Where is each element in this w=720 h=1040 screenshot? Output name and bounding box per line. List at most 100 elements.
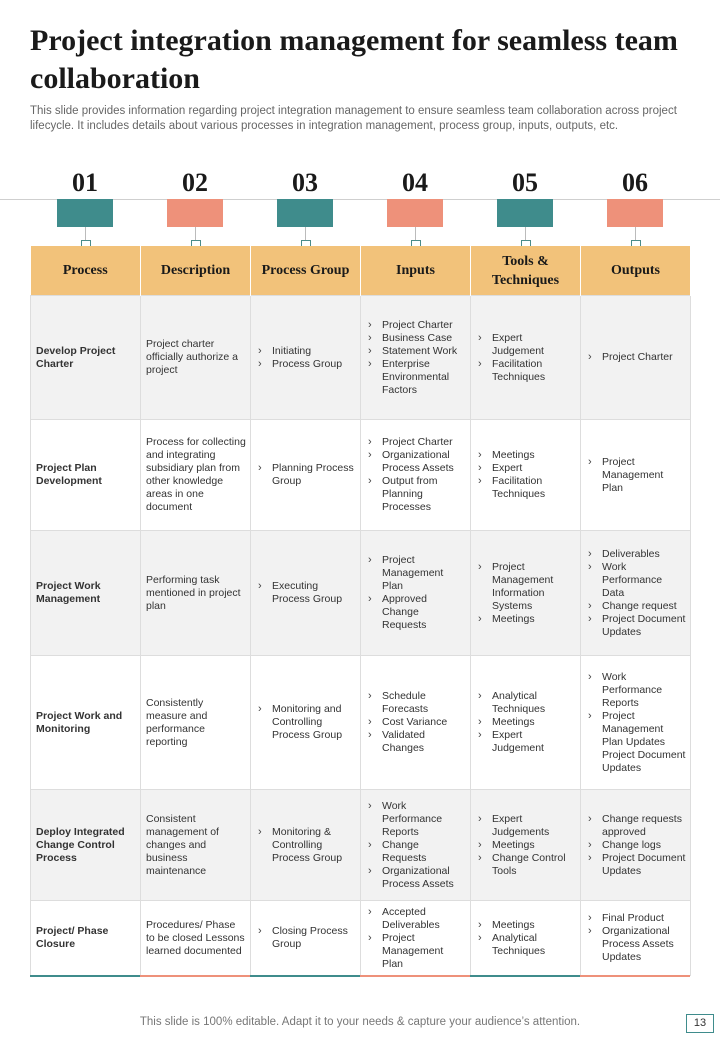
- list-item: Organizational Process Assets Updates: [586, 925, 686, 964]
- tools-list: MeetingsAnalytical Techniques: [476, 919, 576, 958]
- timeline-rule: [553, 199, 607, 200]
- list-item: Facilitation Techniques: [476, 475, 576, 501]
- list-item: Project Management Plan: [366, 932, 466, 971]
- process-group-list: Monitoring & Controlling Process Group: [256, 826, 356, 865]
- tools-cell: Project Management Information SystemsMe…: [470, 530, 581, 656]
- tools-list: Expert JudgementsMeetingsChange Control …: [476, 813, 576, 878]
- tools-cell: Expert JudgementsMeetingsChange Control …: [470, 789, 581, 901]
- process-group-cell: Monitoring & Controlling Process Group: [250, 789, 361, 901]
- inputs-list: Project CharterOrganizational Process As…: [366, 436, 466, 514]
- bottom-accent-segment: [470, 975, 580, 977]
- page-title: Project integration management for seaml…: [30, 24, 678, 95]
- list-item: Analytical Techniques: [476, 932, 576, 958]
- header-inputs: Inputs: [360, 246, 471, 296]
- tools-list: MeetingsExpertFacilitation Techniques: [476, 449, 576, 501]
- outputs-list: Project Management Plan: [586, 456, 686, 495]
- tools-list: Expert JudgementFacilitation Techniques: [476, 332, 576, 384]
- header-tools-techniques: Tools & Techniques: [470, 246, 581, 296]
- list-item: Planning Process Group: [256, 462, 356, 488]
- list-item: Process Group: [256, 358, 356, 371]
- list-item: Change Requests: [366, 839, 466, 865]
- list-item: Enterprise Environmental Factors: [366, 358, 466, 397]
- inputs-list: Schedule ForecastsCost VarianceValidated…: [366, 690, 466, 755]
- table-row: Project Work and Monitoring Consistently …: [30, 655, 691, 790]
- step-number: 03: [292, 168, 318, 197]
- outputs-list: Work Performance ReportsProject Manageme…: [586, 671, 686, 775]
- header-process: Process: [30, 246, 141, 296]
- list-item: Change logs: [586, 839, 686, 852]
- outputs-cell: DeliverablesWork Performance DataChange …: [580, 530, 691, 656]
- step-connector: [635, 227, 636, 241]
- list-item: Schedule Forecasts: [366, 690, 466, 716]
- list-item: Meetings: [476, 449, 576, 462]
- inputs-cell: Project CharterOrganizational Process As…: [360, 419, 471, 531]
- step-connector: [85, 227, 86, 241]
- step-block: [607, 199, 663, 227]
- tools-cell: MeetingsAnalytical Techniques: [470, 900, 581, 976]
- process-group-cell: Planning Process Group: [250, 419, 361, 531]
- step-number: 04: [402, 168, 428, 197]
- inputs-list: Project CharterBusiness CaseStatement Wo…: [366, 319, 466, 397]
- tools-list: Analytical TechniquesMeetingsExpert Judg…: [476, 690, 576, 755]
- description-cell: Performing task mentioned in project pla…: [140, 530, 251, 656]
- process-group-cell: Closing Process Group: [250, 900, 361, 976]
- footer-note: This slide is 100% editable. Adapt it to…: [139, 1016, 581, 1028]
- page-number: 13: [686, 1014, 714, 1033]
- process-group-cell: Executing Process Group: [250, 530, 361, 656]
- timeline-rule: [113, 199, 167, 200]
- process-group-cell: InitiatingProcess Group: [250, 295, 361, 420]
- process-group-list: InitiatingProcess Group: [256, 345, 356, 371]
- timeline-rule: [443, 199, 497, 200]
- step-block: [277, 199, 333, 227]
- inputs-cell: Schedule ForecastsCost VarianceValidated…: [360, 655, 471, 790]
- bottom-accent-segment: [360, 975, 470, 977]
- list-item: Initiating: [256, 345, 356, 358]
- outputs-cell: Change requests approvedChange logsProje…: [580, 789, 691, 901]
- list-item: Meetings: [476, 919, 576, 932]
- tools-cell: Analytical TechniquesMeetingsExpert Judg…: [470, 655, 581, 790]
- outputs-cell: Final ProductOrganizational Process Asse…: [580, 900, 691, 976]
- list-item: Change Control Tools: [476, 852, 576, 878]
- list-item: Deliverables: [586, 548, 686, 561]
- list-item: Project Charter: [586, 351, 686, 364]
- tools-cell: MeetingsExpertFacilitation Techniques: [470, 419, 581, 531]
- list-item: Cost Variance: [366, 716, 466, 729]
- timeline-rule: [0, 199, 57, 200]
- header-outputs: Outputs: [580, 246, 691, 296]
- inputs-cell: Project CharterBusiness CaseStatement Wo…: [360, 295, 471, 420]
- inputs-cell: Work Performance ReportsChange RequestsO…: [360, 789, 471, 901]
- list-item: Project Management Plan Updates Project …: [586, 710, 686, 775]
- list-item: Facilitation Techniques: [476, 358, 576, 384]
- integration-table: Process Description Process Group Inputs…: [30, 246, 691, 976]
- table-row: Deploy Integrated Change Control Process…: [30, 789, 691, 901]
- step-number: 02: [182, 168, 208, 197]
- list-item: Closing Process Group: [256, 925, 356, 951]
- bottom-accent-segment: [250, 975, 360, 977]
- list-item: Work Performance Reports: [366, 800, 466, 839]
- process-cell: Deploy Integrated Change Control Process: [30, 789, 141, 901]
- step-number: 05: [512, 168, 538, 197]
- list-item: Work Performance Data: [586, 561, 686, 600]
- list-item: Change requests approved: [586, 813, 686, 839]
- list-item: Project Management Information Systems: [476, 561, 576, 613]
- list-item: Project Management Plan: [586, 456, 686, 495]
- list-item: Meetings: [476, 716, 576, 729]
- outputs-cell: Work Performance ReportsProject Manageme…: [580, 655, 691, 790]
- step-block: [497, 199, 553, 227]
- bottom-accent-segment: [30, 975, 140, 977]
- list-item: Final Product: [586, 912, 686, 925]
- list-item: Expert Judgement: [476, 729, 576, 755]
- step-block: [387, 199, 443, 227]
- list-item: Monitoring & Controlling Process Group: [256, 826, 356, 865]
- list-item: Project Document Updates: [586, 613, 686, 639]
- tools-list: Project Management Information SystemsMe…: [476, 561, 576, 626]
- inputs-list: Work Performance ReportsChange RequestsO…: [366, 800, 466, 891]
- process-cell: Develop Project Charter: [30, 295, 141, 420]
- process-cell: Project/ Phase Closure: [30, 900, 141, 976]
- list-item: Output from Planning Processes: [366, 475, 466, 514]
- list-item: Meetings: [476, 613, 576, 626]
- outputs-list: DeliverablesWork Performance DataChange …: [586, 548, 686, 639]
- process-group-list: Closing Process Group: [256, 925, 356, 951]
- list-item: Analytical Techniques: [476, 690, 576, 716]
- process-cell: Project Work Management: [30, 530, 141, 656]
